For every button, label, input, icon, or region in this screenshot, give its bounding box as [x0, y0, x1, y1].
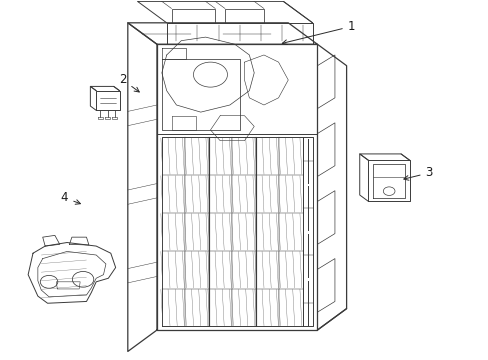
Text: 2: 2: [119, 73, 139, 92]
Text: 3: 3: [403, 166, 432, 180]
Text: 4: 4: [61, 192, 80, 204]
Text: 1: 1: [282, 20, 354, 45]
